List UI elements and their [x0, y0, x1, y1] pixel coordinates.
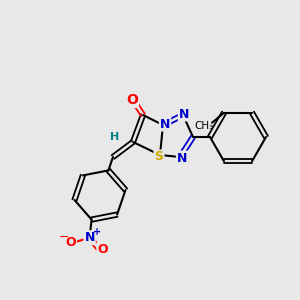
Text: −: −	[58, 231, 69, 244]
Text: O: O	[126, 93, 138, 107]
Text: N: N	[177, 152, 187, 164]
Text: N: N	[84, 231, 95, 244]
Text: N: N	[160, 118, 170, 130]
Text: +: +	[92, 226, 101, 237]
Text: O: O	[97, 243, 108, 256]
Text: S: S	[154, 151, 164, 164]
Text: CH₃: CH₃	[194, 121, 214, 131]
Text: O: O	[65, 236, 76, 249]
Text: N: N	[179, 107, 189, 121]
Text: H: H	[110, 132, 120, 142]
